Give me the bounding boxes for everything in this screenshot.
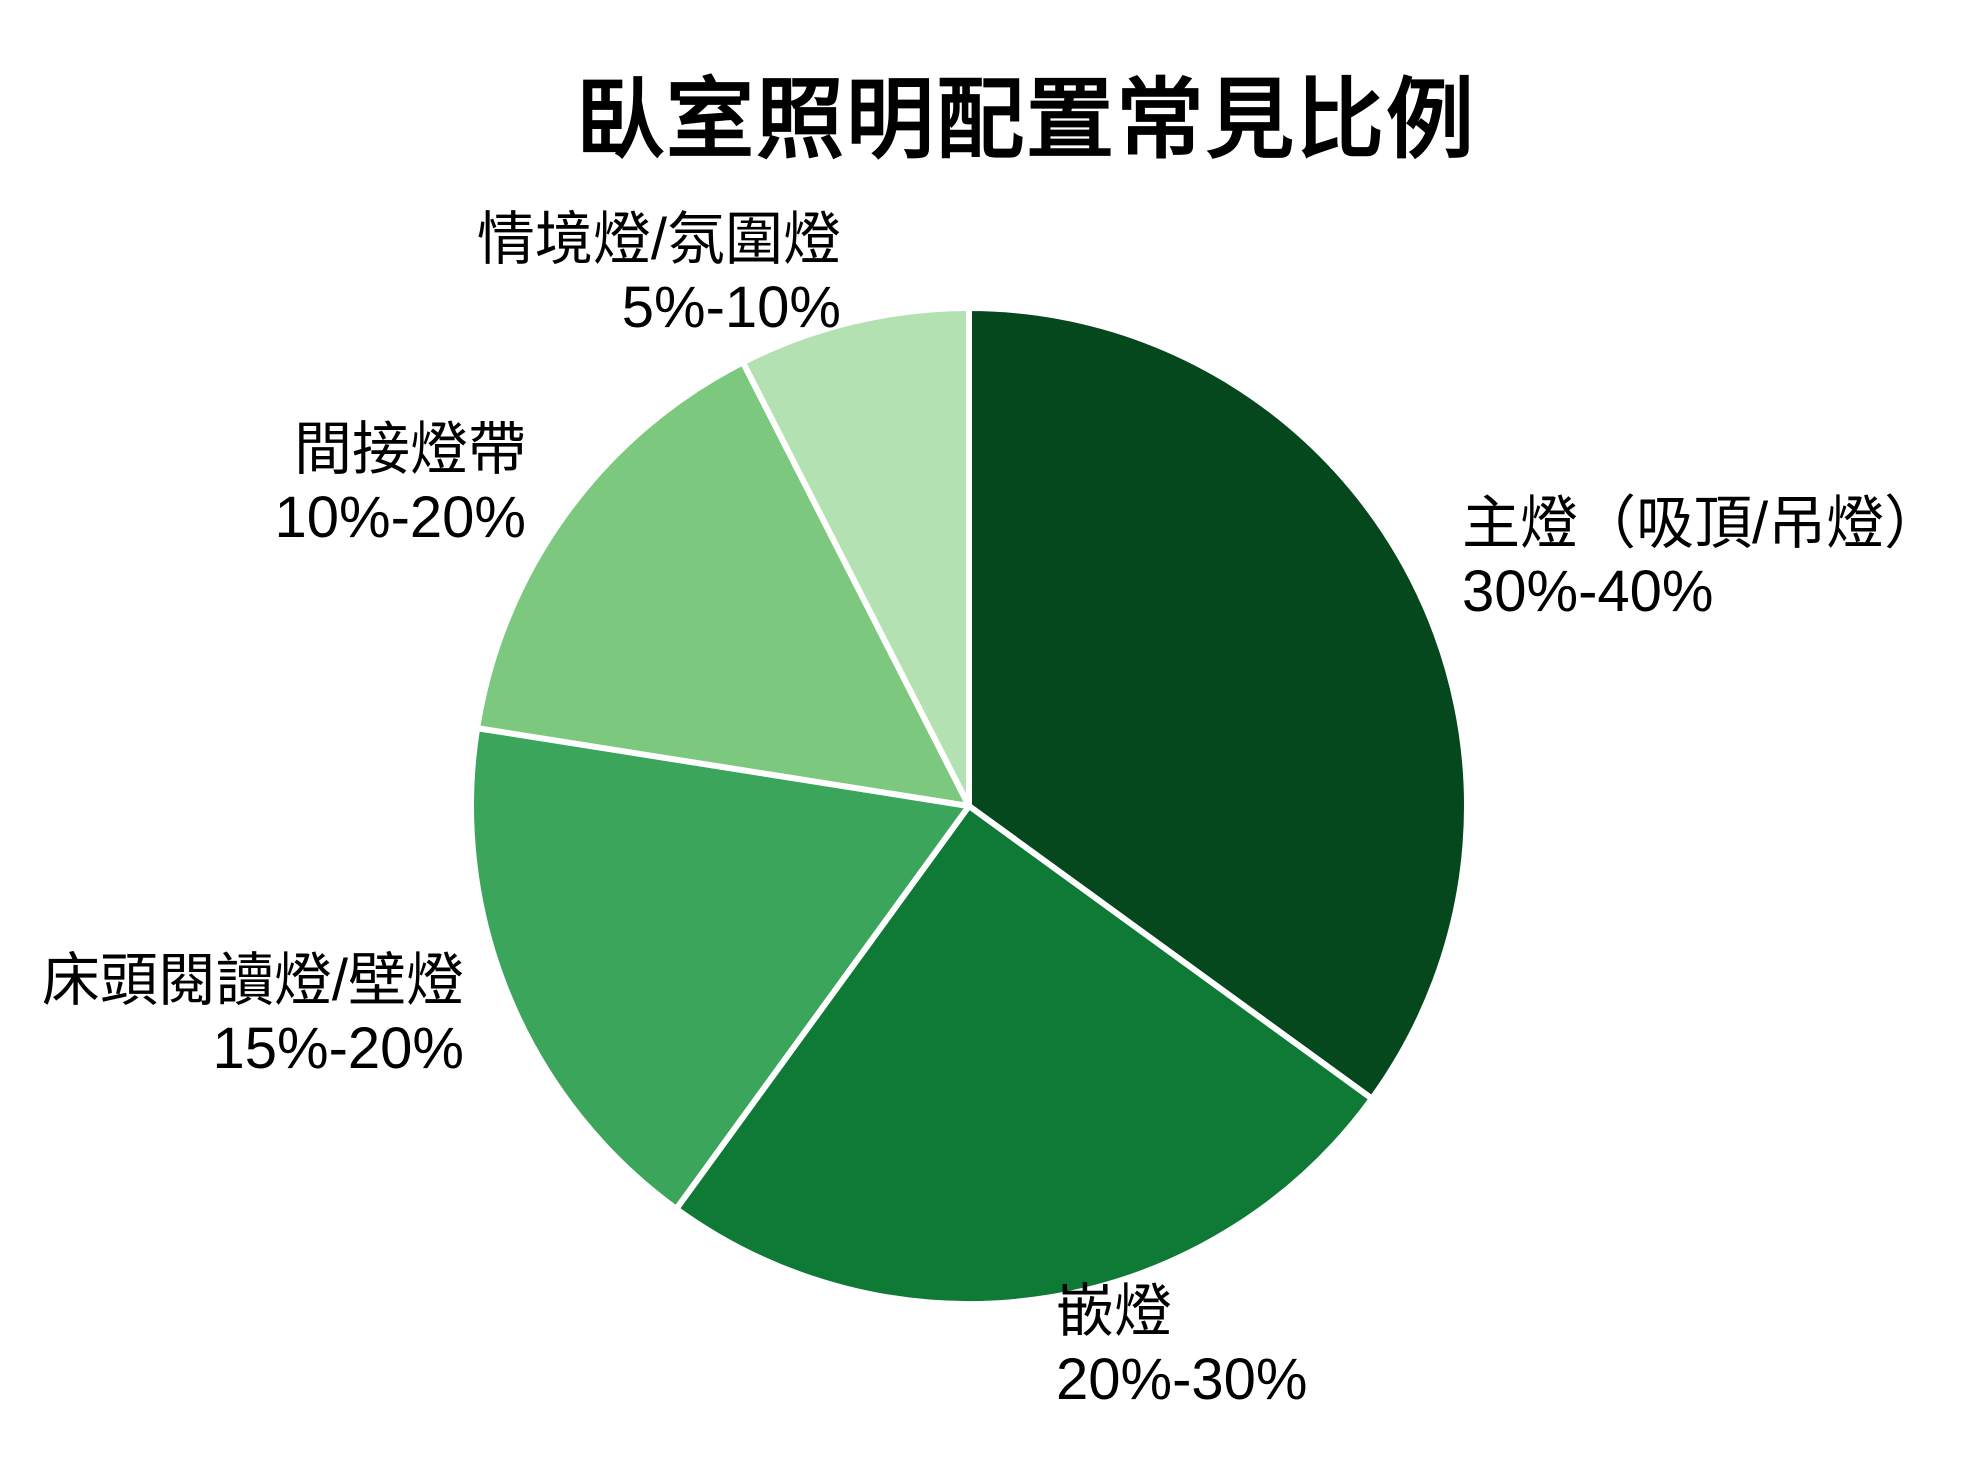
slice-range-text: 5%-10% [621, 275, 841, 340]
slice-range-text: 10%-20% [274, 485, 526, 550]
pie-slice-3 [474, 359, 972, 809]
slice-label-bedside-light: 床頭閱讀燈/壁燈 15%-20% [42, 947, 464, 1083]
slice-label-text: 情境燈/氛圍燈 [476, 207, 841, 272]
chart-title: 臥室照明配置常見比例 [575, 69, 1476, 169]
pie-slice-4 [739, 305, 972, 809]
slice-label-text: 主燈（吸頂/吊燈） [1462, 491, 1943, 556]
slice-label-recessed-light: 嵌燈 20%-30% [1056, 1278, 1307, 1414]
slice-range-text: 15%-20% [212, 1016, 464, 1081]
slice-label-text: 間接燈帶 [293, 417, 526, 482]
pie-slice-1 [673, 803, 1375, 1307]
slice-label-text: 床頭閱讀燈/壁燈 [41, 948, 464, 1013]
pie-slice-2 [468, 725, 972, 1212]
slice-label-main-light: 主燈（吸頂/吊燈） 30%-40% [1462, 490, 1942, 626]
slice-label-mood-light: 情境燈/氛圍燈 5%-10% [477, 206, 841, 342]
pie-slice-0 [966, 305, 1470, 1102]
slice-label-text: 嵌燈 [1056, 1279, 1173, 1344]
slice-label-indirect-strip: 間接燈帶 10%-20% [275, 416, 526, 552]
slice-range-text: 20%-30% [1056, 1347, 1308, 1412]
slice-range-text: 30%-40% [1462, 559, 1714, 624]
